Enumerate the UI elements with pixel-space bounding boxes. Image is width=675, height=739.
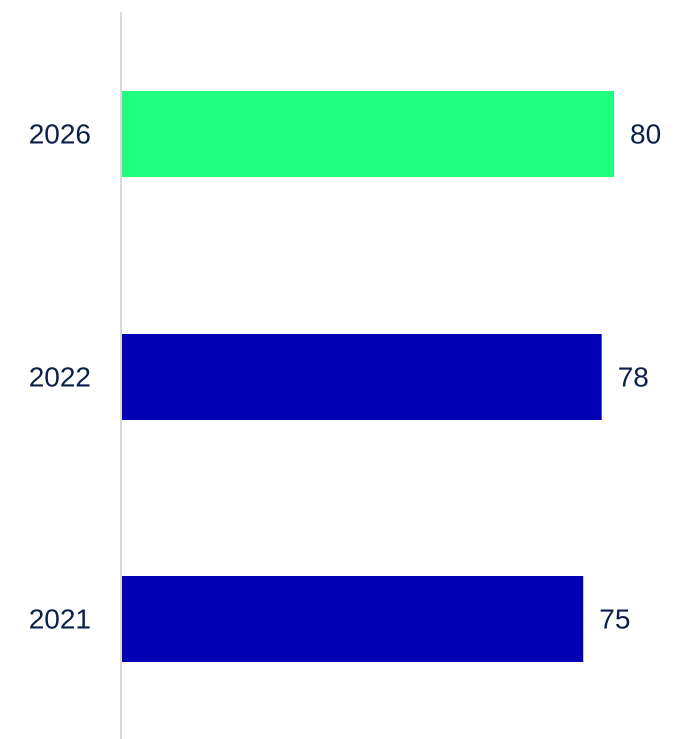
value-label-2022: 78 [618, 362, 649, 393]
category-label-2021: 2021 [29, 604, 91, 635]
category-label-2026: 2026 [29, 119, 91, 150]
bar-2022 [122, 334, 602, 420]
bars-group [122, 91, 614, 662]
bar-2021 [122, 576, 584, 662]
bar-2026 [122, 91, 614, 177]
category-label-2022: 2022 [29, 362, 91, 393]
value-label-2026: 80 [630, 119, 661, 150]
value-label-2021: 75 [599, 604, 630, 635]
labels-group: 2026 80 2022 78 2021 75 [29, 119, 661, 635]
